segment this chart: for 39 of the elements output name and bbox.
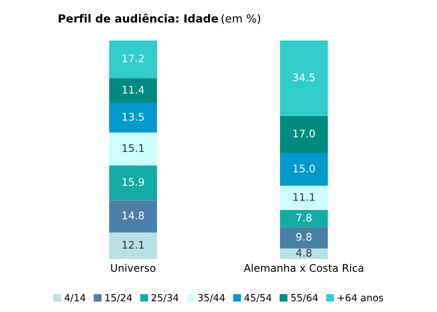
data-label: 9.8 — [296, 232, 312, 241]
data-label: 7.8 — [296, 214, 312, 222]
bar — [109, 78, 157, 104]
bar — [109, 40, 157, 78]
data-label: 15.1 — [122, 144, 144, 152]
bar — [109, 232, 157, 259]
chart-subtitle: (em %) — [222, 14, 260, 24]
bar — [280, 248, 328, 259]
chart-title: Perfil de audiência: Idade — [58, 14, 218, 23]
x-tick-label: Universo — [111, 264, 156, 272]
legend-label: 35/44 — [198, 294, 225, 302]
legend-label: 25/34 — [152, 294, 178, 302]
bar — [109, 132, 157, 166]
legend-label: 15/24 — [105, 294, 132, 302]
data-label: 14.8 — [122, 212, 144, 220]
bar — [109, 165, 157, 200]
legend-label: +64 anos — [338, 294, 384, 302]
bar — [280, 116, 328, 154]
bar — [280, 227, 328, 248]
data-label: 4.8 — [296, 248, 312, 257]
bar — [280, 40, 328, 116]
bar — [280, 153, 328, 186]
data-label: 15.9 — [122, 178, 144, 186]
legend-label: 4/14 — [64, 294, 86, 302]
legend-label: 55/64 — [291, 294, 318, 302]
data-label: 34.5 — [293, 73, 315, 82]
data-label: 15.0 — [293, 164, 315, 172]
data-label: 17.0 — [293, 130, 315, 138]
data-label: 17.2 — [122, 54, 144, 62]
data-label: 12.1 — [122, 240, 144, 249]
bar — [109, 103, 157, 133]
bar — [280, 186, 328, 210]
data-label: 13.5 — [122, 112, 144, 121]
legend-label: 45/54 — [244, 294, 272, 302]
bar — [280, 210, 328, 228]
bar — [109, 200, 157, 233]
data-label: 11.4 — [122, 86, 144, 94]
x-tick-label: Alemanha x Costa Rica — [244, 264, 364, 272]
data-label: 11.1 — [293, 193, 315, 201]
